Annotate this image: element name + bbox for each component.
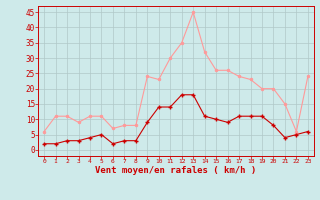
X-axis label: Vent moyen/en rafales ( km/h ): Vent moyen/en rafales ( km/h ) <box>95 166 257 175</box>
